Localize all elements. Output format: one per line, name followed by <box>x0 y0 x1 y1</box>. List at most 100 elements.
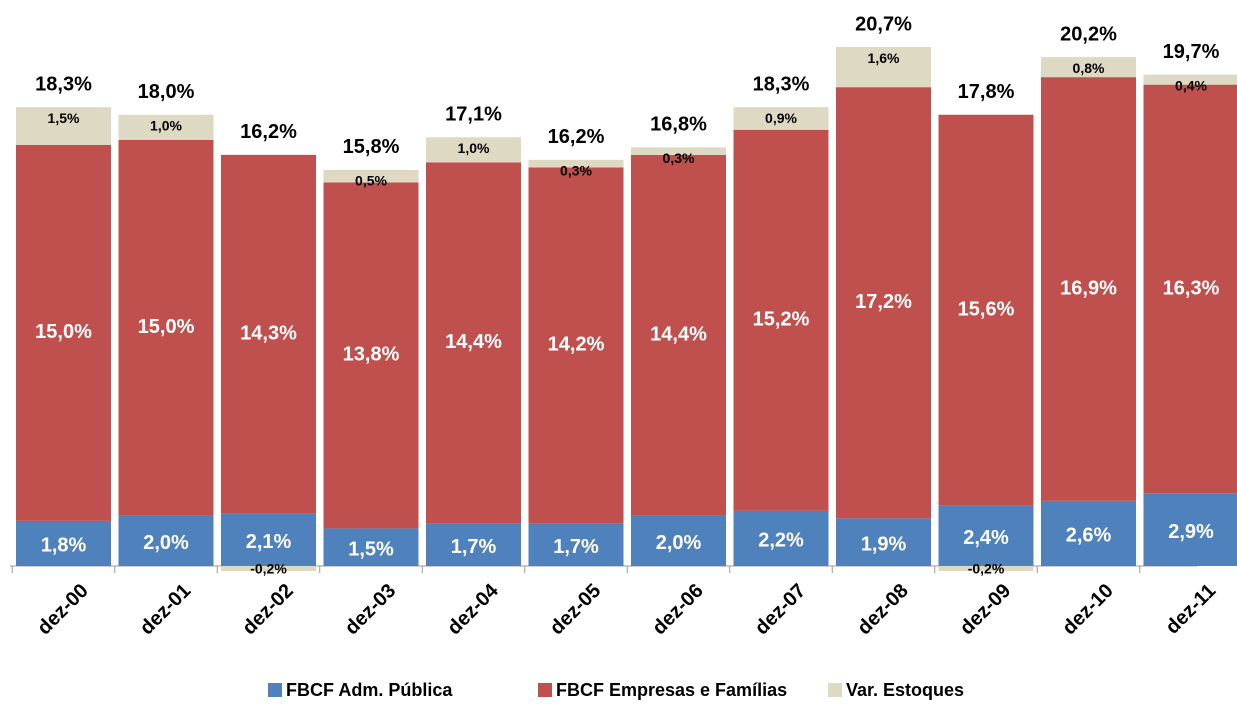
value-label: 1,7% <box>451 536 497 558</box>
bar-segment <box>221 513 316 566</box>
legend-swatch <box>828 683 842 697</box>
bar-segment <box>1041 77 1136 501</box>
value-label: 2,0% <box>656 532 702 554</box>
legend-swatch <box>538 683 552 697</box>
value-label: 15,2% <box>753 309 810 331</box>
bar-segment <box>16 144 111 521</box>
bar-segment <box>631 154 726 516</box>
bar-segment <box>631 147 726 155</box>
total-label: 20,7% <box>855 13 912 35</box>
value-label: 0,4% <box>1175 77 1207 93</box>
total-label: 20,2% <box>1060 23 1117 45</box>
bar-segment <box>426 137 521 163</box>
value-label: 13,8% <box>343 344 400 366</box>
value-label: 2,2% <box>758 530 804 552</box>
total-label: 18,3% <box>753 74 810 96</box>
x-tick-label: dez-03 <box>341 580 401 640</box>
total-label: 16,8% <box>650 114 707 136</box>
bar-segment <box>426 523 521 566</box>
value-label: 14,3% <box>240 322 297 344</box>
bar-segment <box>16 107 111 145</box>
total-label: 16,2% <box>240 121 297 143</box>
bar-segment <box>836 47 931 88</box>
value-label: -0,2% <box>250 561 287 577</box>
value-label: 14,4% <box>650 324 707 346</box>
value-label: 2,0% <box>143 532 189 554</box>
value-label: 2,9% <box>1168 521 1214 543</box>
value-label: 2,4% <box>963 527 1009 549</box>
value-label: 1,6% <box>868 50 900 66</box>
value-label: 1,5% <box>348 538 394 560</box>
total-label: 17,8% <box>958 81 1015 103</box>
value-label: 0,3% <box>560 163 592 179</box>
bar-segment <box>836 518 931 566</box>
bar-segment <box>323 528 419 566</box>
value-label: 1,9% <box>861 533 907 555</box>
value-label: 1,0% <box>458 140 490 156</box>
bar-segment <box>16 520 111 566</box>
bar-segment <box>118 114 214 140</box>
value-label: 15,0% <box>35 321 92 343</box>
value-label: 1,0% <box>150 117 182 133</box>
bar-segment <box>528 159 624 168</box>
x-tick-label: dez-00 <box>33 580 93 640</box>
bar-segment <box>221 154 316 514</box>
bar-segment <box>733 129 829 511</box>
bar-segment <box>323 182 419 529</box>
x-tick-label: dez-10 <box>1058 580 1118 640</box>
value-label: 0,8% <box>1073 60 1105 76</box>
value-label: 1,7% <box>553 536 599 558</box>
value-label: 2,6% <box>1066 525 1112 547</box>
x-tick-label: dez-05 <box>546 580 606 640</box>
bar-segment <box>528 523 624 566</box>
value-label: 0,5% <box>355 173 387 189</box>
bar-segment <box>938 114 1034 506</box>
x-tick-label: dez-11 <box>1161 580 1220 639</box>
bar-segment <box>118 515 214 566</box>
legend-label: Var. Estoques <box>846 680 964 700</box>
total-label: 19,7% <box>1163 41 1220 63</box>
bar-segment <box>323 169 419 183</box>
bar-segment <box>221 566 316 572</box>
legend-swatch <box>268 683 282 697</box>
x-tick-label: dez-04 <box>443 579 503 639</box>
bar-segment <box>1143 74 1237 85</box>
bar-segment <box>836 87 931 519</box>
bar-segment <box>426 162 521 524</box>
x-tick-label: dez-01 <box>136 580 196 640</box>
value-label: 1,8% <box>41 535 87 557</box>
bar-segment <box>733 107 829 130</box>
value-label: 0,3% <box>663 150 695 166</box>
value-label: 15,0% <box>138 316 195 338</box>
total-label: 15,8% <box>343 136 400 158</box>
x-tick-label: dez-08 <box>853 580 913 640</box>
x-tick-label: dez-02 <box>238 580 298 640</box>
value-label: 16,3% <box>1163 277 1220 299</box>
legend-label: FBCF Adm. Pública <box>286 680 453 700</box>
total-label: 17,1% <box>445 104 502 126</box>
bar-segment <box>733 510 829 566</box>
x-tick-label: dez-09 <box>956 580 1016 640</box>
total-label: 16,2% <box>548 126 605 148</box>
bar-segment <box>1143 493 1237 566</box>
bar-segment <box>631 515 726 566</box>
bar-segment <box>528 167 624 524</box>
bar-segment <box>938 505 1034 566</box>
value-label: 16,9% <box>1060 277 1117 299</box>
value-label: 14,4% <box>445 331 502 353</box>
value-label: 15,6% <box>958 299 1015 321</box>
total-label: 18,3% <box>35 74 92 96</box>
legend-label: FBCF Empresas e Famílias <box>556 680 787 700</box>
bar-segment <box>1041 500 1136 566</box>
value-label: 0,9% <box>765 110 797 126</box>
value-label: 14,2% <box>548 334 605 356</box>
bar-segment <box>118 139 214 516</box>
value-label: 17,2% <box>855 291 912 313</box>
bar-segment <box>1041 57 1136 78</box>
total-label: 18,0% <box>138 81 195 103</box>
bar-segment <box>1143 84 1237 494</box>
x-tick-label: dez-06 <box>648 580 708 640</box>
value-label: -0,2% <box>968 561 1005 577</box>
value-label: 1,5% <box>48 110 80 126</box>
